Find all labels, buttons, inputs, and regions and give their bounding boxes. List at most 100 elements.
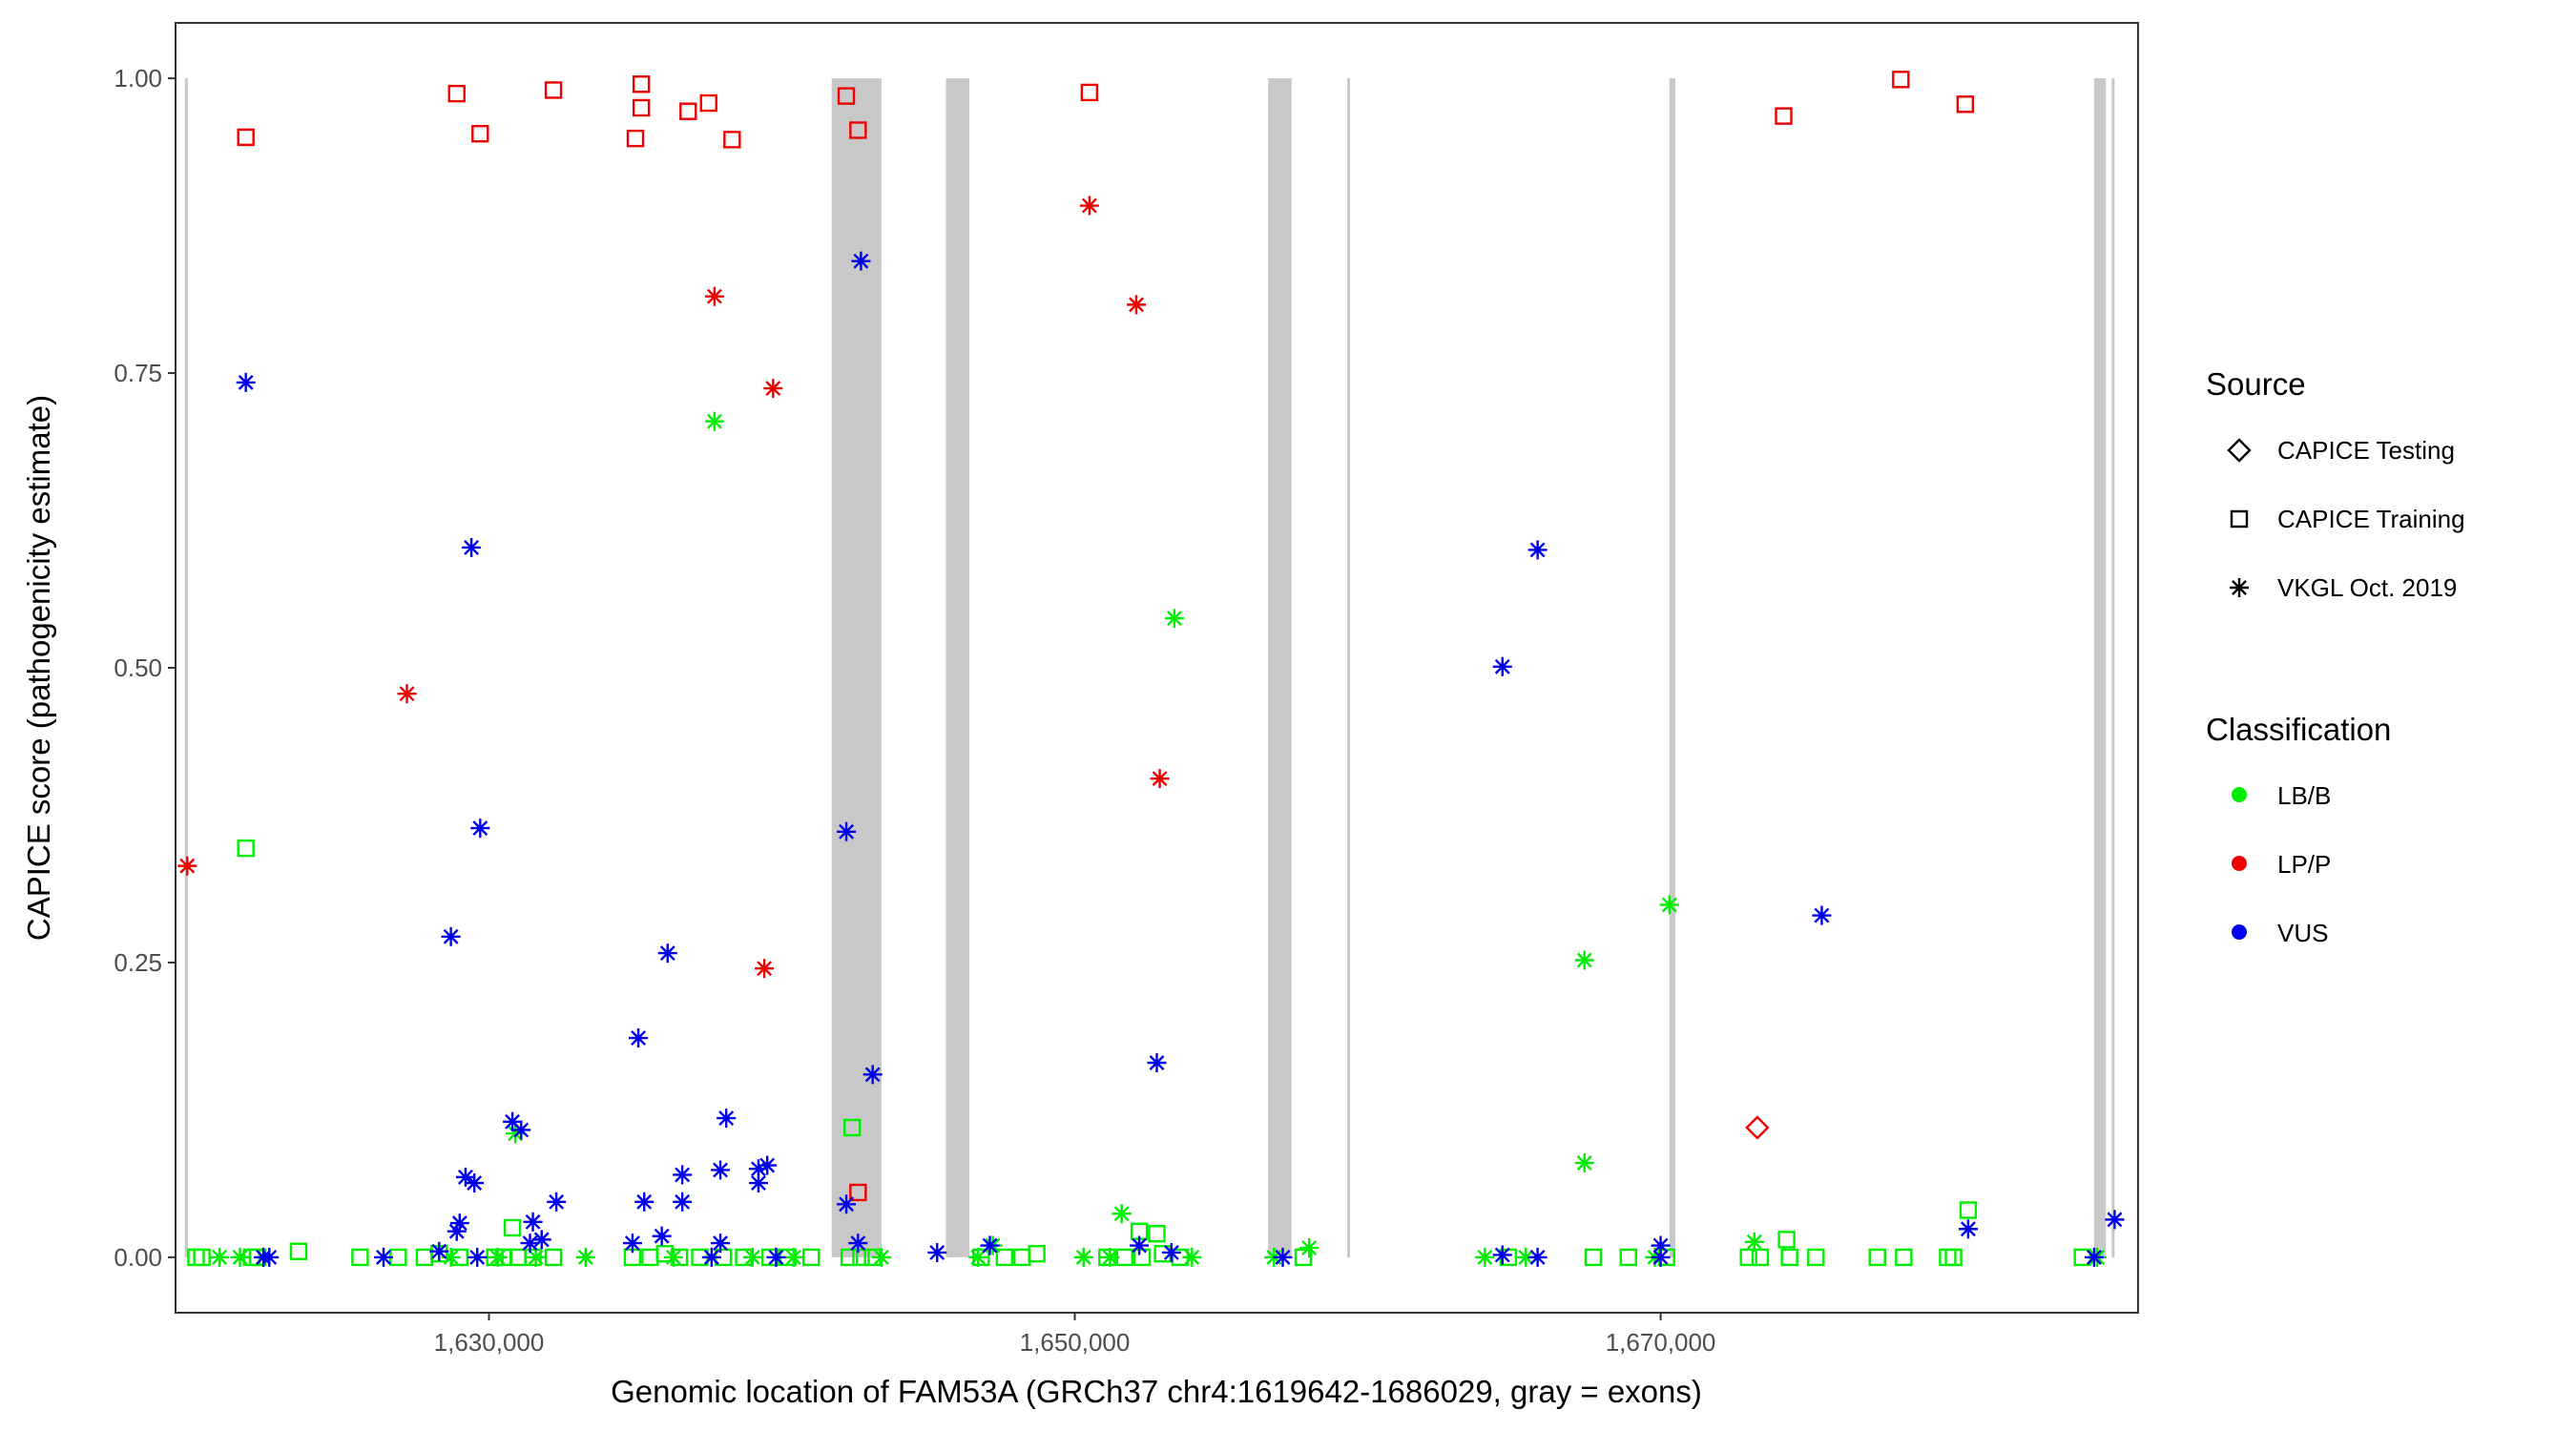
points [177, 71, 2125, 1267]
data-point-star [657, 944, 677, 964]
data-point-square [1939, 1248, 1957, 1267]
legend-symbol [2230, 578, 2249, 597]
legend-dot-icon [2232, 787, 2247, 802]
legend-class-label: VUS [2277, 919, 2328, 947]
data-point-star [470, 819, 490, 839]
exon-band [831, 78, 882, 1257]
legend-class-item-vus: VUS [2232, 919, 2328, 947]
data-point-star [429, 1241, 449, 1261]
data-point-square [1751, 1248, 1770, 1267]
data-point-square [471, 124, 489, 143]
exon-band [1347, 78, 1351, 1257]
data-point-square [351, 1248, 369, 1267]
data-point-star [837, 1194, 857, 1214]
legend-diamond-icon [2227, 438, 2252, 463]
data-point-square [840, 1248, 859, 1267]
data-point-star [547, 1192, 567, 1212]
data-point-star [1079, 196, 1099, 216]
data-point-star [1527, 540, 1548, 560]
plot-panel-border [175, 22, 2139, 1314]
data-point-star [717, 1109, 737, 1129]
data-point-star [629, 1028, 649, 1048]
data-point-square [679, 102, 697, 120]
legend-source-label: CAPICE Testing [2277, 436, 2455, 465]
data-point-star [230, 1247, 250, 1267]
data-point-star [523, 1212, 543, 1232]
data-point-star [2084, 1247, 2104, 1267]
legend-source-item-training: CAPICE Training [2230, 505, 2465, 533]
data-point-star [506, 1124, 526, 1144]
data-point-star [455, 1167, 475, 1187]
data-point-square [1294, 1248, 1313, 1267]
exon-bands [184, 78, 2115, 1257]
data-point-square [193, 1248, 211, 1267]
data-point-square [641, 1248, 659, 1267]
data-point-star [447, 1221, 467, 1241]
legend: Source CAPICE Testing CAPICE Training VK… [2206, 366, 2465, 947]
data-point-star [1516, 1247, 1536, 1267]
data-point-square [1013, 1248, 1031, 1267]
data-point-square [626, 129, 645, 148]
data-point-square [1892, 71, 1910, 89]
legend-star-icon [2230, 578, 2249, 597]
data-point-star [1527, 1247, 1548, 1267]
data-point-star [980, 1235, 1000, 1255]
data-point-star [236, 372, 256, 392]
y-tick-label: 0.00 [114, 1243, 162, 1272]
legend-class-title: Classification [2206, 712, 2391, 747]
legend-source-title: Source [2206, 366, 2306, 402]
data-point-star [1492, 656, 1512, 676]
data-point-square [1584, 1248, 1603, 1267]
data-point-square [289, 1242, 308, 1260]
data-point-star [968, 1247, 988, 1267]
data-point-star [397, 684, 417, 704]
data-point-star [1958, 1219, 1978, 1239]
legend-source-item-vkgl: VKGL Oct. 2019 [2230, 573, 2457, 602]
data-point-star [1147, 1053, 1167, 1072]
data-point-square [849, 1183, 867, 1202]
data-point-star [260, 1247, 280, 1267]
data-point-square [1807, 1248, 1825, 1267]
data-point-star [748, 1159, 768, 1179]
data-point-star [1273, 1247, 1293, 1267]
data-point-square [503, 1218, 522, 1237]
data-point-star [1299, 1238, 1319, 1258]
data-point-diamond [1745, 1115, 1770, 1140]
data-point-star [1475, 1247, 1495, 1267]
data-point-star [1130, 1235, 1150, 1255]
x-tick-label: 1,670,000 [1606, 1328, 1716, 1357]
legend-symbol [2227, 438, 2252, 463]
data-point-square [509, 1248, 528, 1267]
data-point-star [488, 1247, 508, 1267]
data-point-star [634, 1192, 654, 1212]
data-point-star [520, 1234, 540, 1254]
data-point-star [663, 1247, 683, 1267]
data-point-square [237, 839, 255, 858]
data-point-square [1739, 1248, 1757, 1267]
data-point-star [441, 1247, 461, 1267]
data-point-star [1161, 1242, 1181, 1262]
x-tick-label: 1,650,000 [1020, 1328, 1131, 1357]
data-point-star [449, 1213, 469, 1234]
data-point-star [763, 379, 783, 399]
data-point-star [704, 411, 724, 431]
data-point-star [673, 1192, 693, 1212]
data-point-square [849, 121, 867, 139]
data-point-star [2105, 1210, 2125, 1230]
data-point-star [1651, 1235, 1671, 1255]
data-point-star [1073, 1247, 1093, 1267]
exon-band [2093, 78, 2107, 1257]
data-point-star [1659, 895, 1679, 915]
data-point-star [673, 1165, 693, 1185]
y-axis-title: CAPICE score (pathogenicity estimate) [21, 395, 56, 941]
data-point-star [927, 1242, 947, 1262]
x-axis: 1,630,000 1,650,000 1,670,000 [434, 1313, 1716, 1357]
data-point-star [1150, 769, 1170, 789]
data-point-square [1959, 1201, 1978, 1219]
data-point-star [465, 1173, 485, 1193]
exon-band [1669, 78, 1675, 1257]
data-point-star [441, 926, 461, 946]
exon-band [184, 78, 188, 1257]
data-point-star [1651, 1247, 1671, 1267]
data-point-square [699, 93, 717, 113]
